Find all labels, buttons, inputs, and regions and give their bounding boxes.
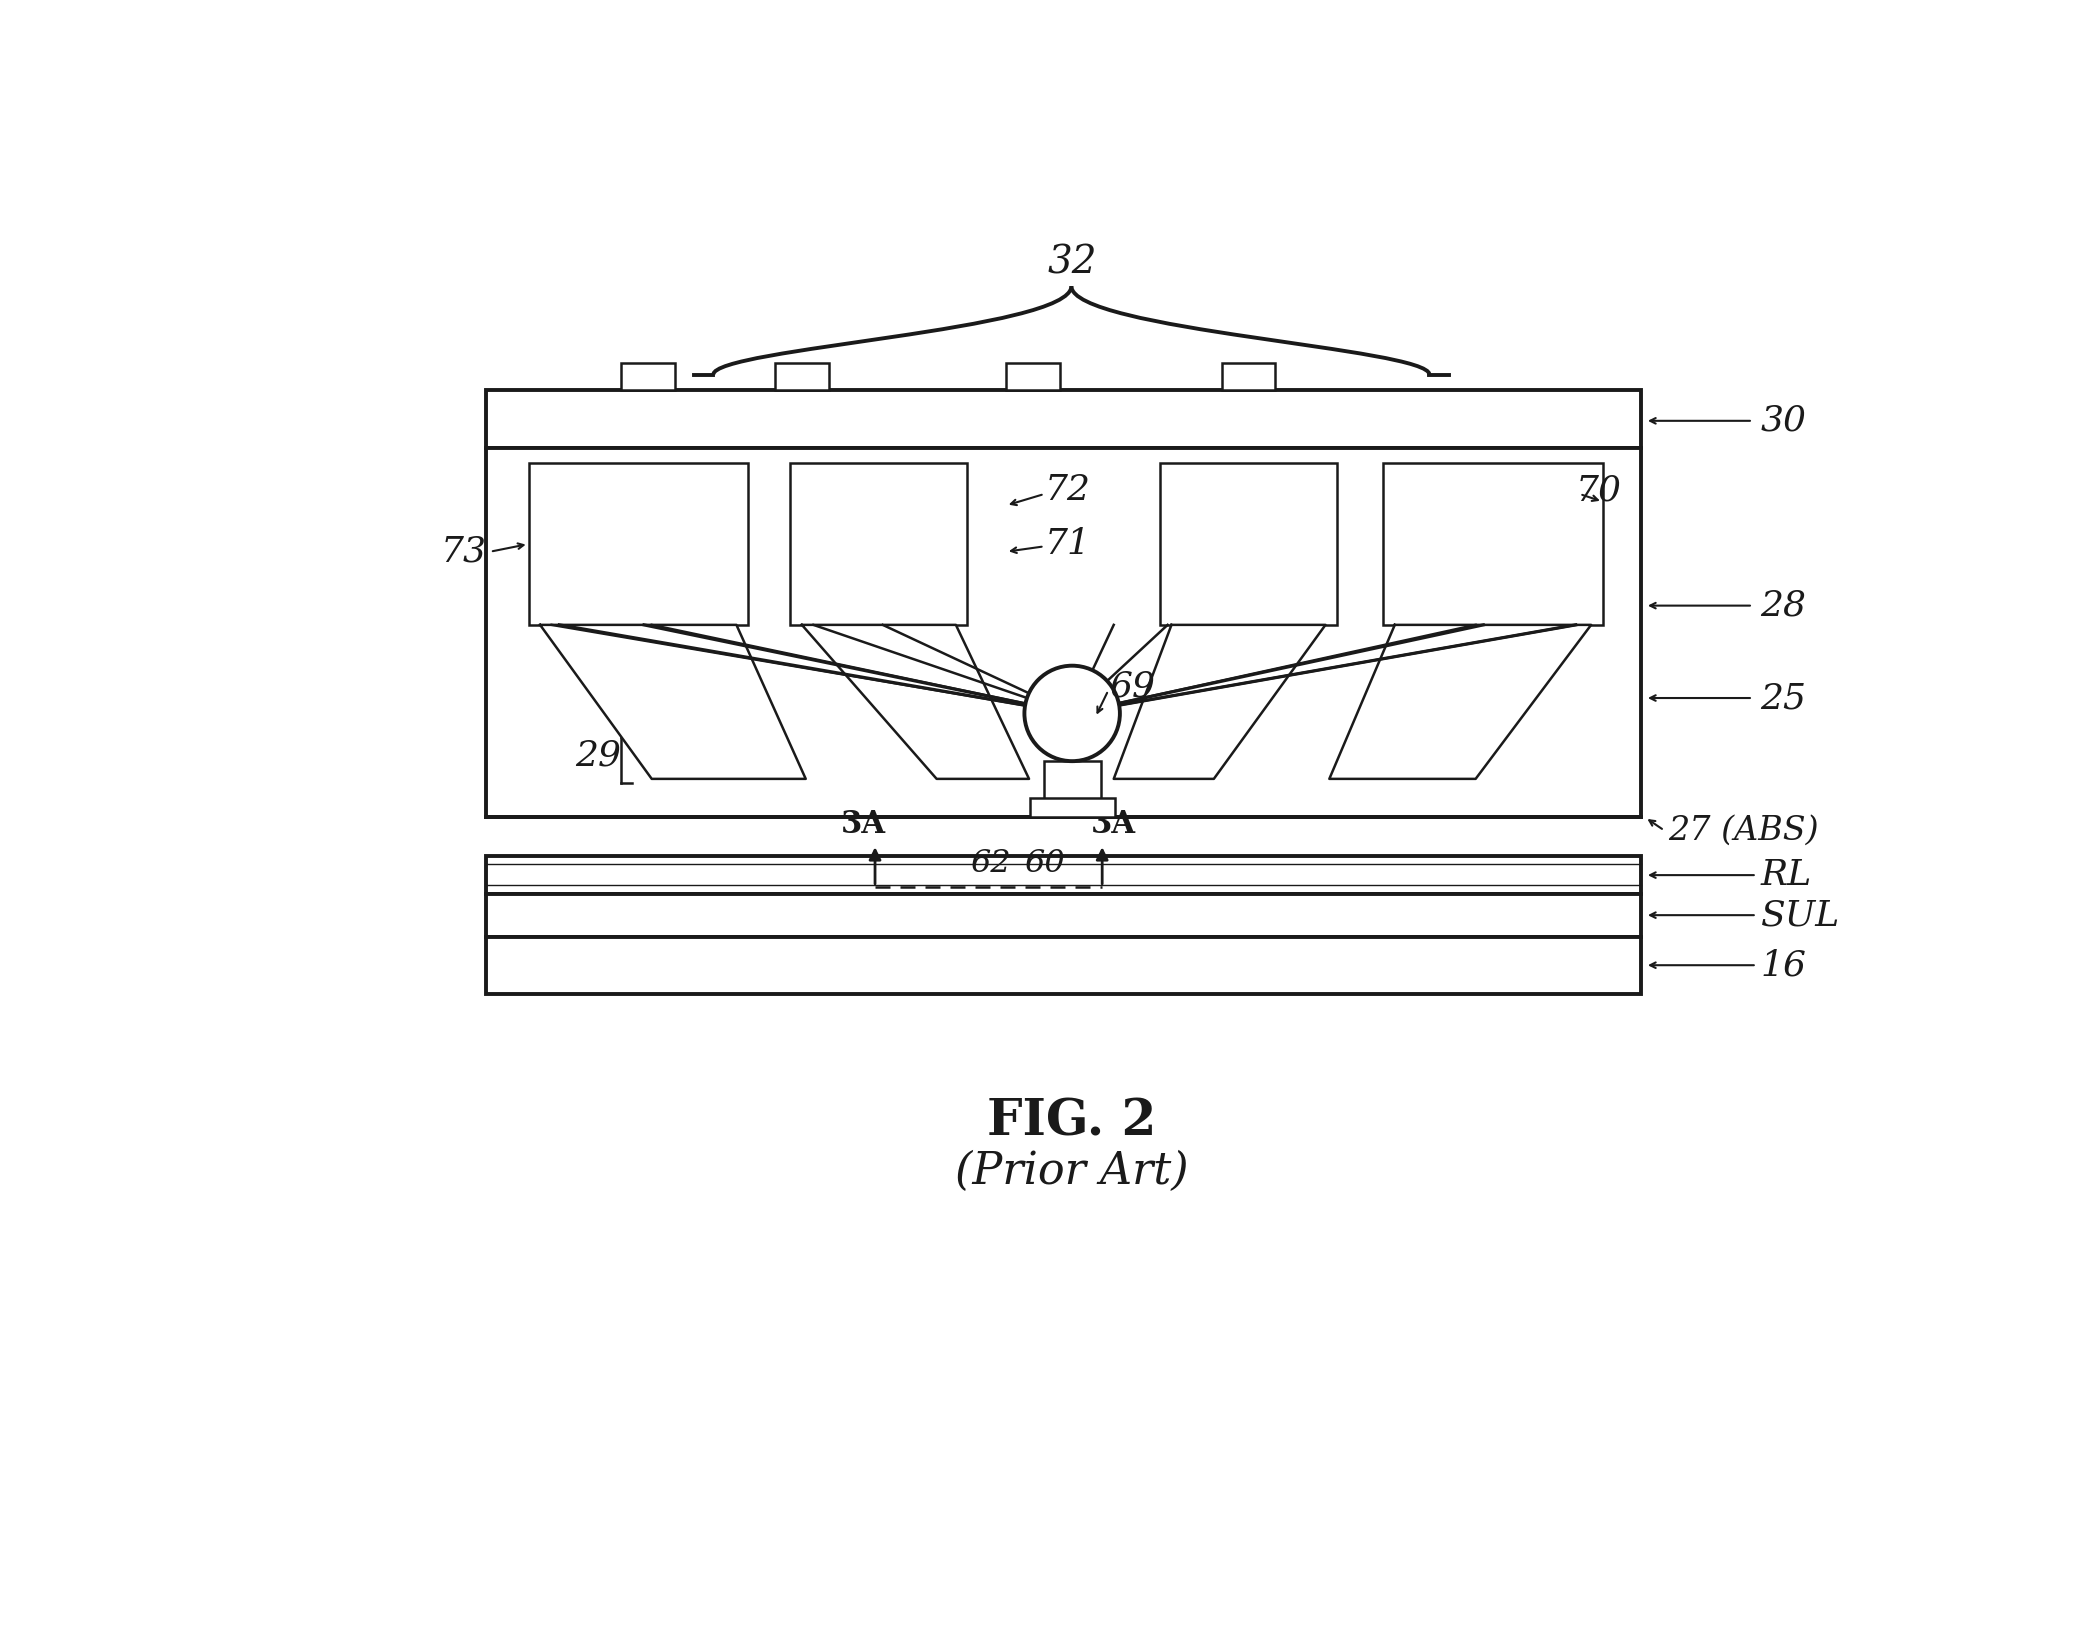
Bar: [1383, 463, 1602, 625]
Text: 30: 30: [1761, 403, 1807, 438]
Text: (Prior Art): (Prior Art): [956, 1151, 1188, 1193]
Bar: [1029, 798, 1115, 818]
Text: 73: 73: [439, 535, 485, 570]
Text: 71: 71: [1044, 527, 1090, 561]
Text: 72: 72: [1044, 472, 1090, 507]
Circle shape: [1025, 665, 1119, 760]
Text: 60: 60: [1025, 848, 1065, 879]
Bar: [1006, 364, 1061, 390]
Text: 62: 62: [971, 848, 1010, 879]
Text: 27 (ABS): 27 (ABS): [1667, 815, 1818, 846]
Polygon shape: [801, 625, 1029, 779]
Text: 29: 29: [575, 739, 621, 772]
Bar: [791, 463, 967, 625]
Polygon shape: [540, 625, 805, 779]
Bar: [485, 937, 1642, 994]
Bar: [621, 364, 676, 390]
Text: 25: 25: [1761, 681, 1807, 714]
Text: 70: 70: [1575, 472, 1621, 507]
Bar: [485, 894, 1642, 937]
Bar: [1044, 760, 1100, 818]
Polygon shape: [1113, 625, 1326, 779]
Bar: [1222, 364, 1276, 390]
Polygon shape: [1328, 625, 1592, 779]
Bar: [774, 364, 828, 390]
Text: 32: 32: [1048, 245, 1096, 281]
Bar: [529, 463, 749, 625]
Text: RL: RL: [1761, 858, 1812, 892]
Text: 16: 16: [1761, 948, 1807, 983]
Bar: [485, 390, 1642, 448]
Text: 28: 28: [1761, 589, 1807, 622]
Bar: [485, 448, 1642, 818]
Bar: [485, 856, 1642, 894]
Text: 3A: 3A: [841, 810, 887, 841]
Text: FIG. 2: FIG. 2: [987, 1096, 1157, 1146]
Text: SUL: SUL: [1761, 899, 1839, 932]
Text: 69: 69: [1111, 670, 1157, 703]
Text: 3A: 3A: [1092, 810, 1136, 841]
Bar: [1159, 463, 1337, 625]
